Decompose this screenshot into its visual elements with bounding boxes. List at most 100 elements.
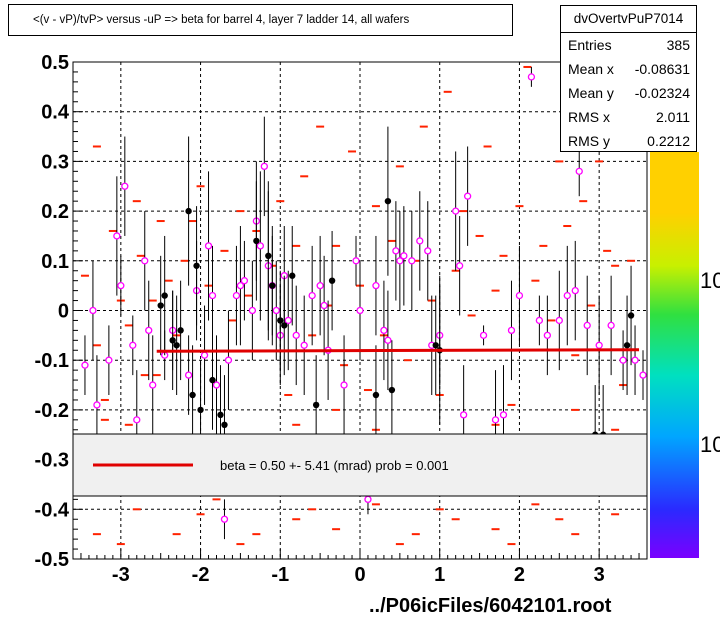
scatter-cell <box>292 423 301 426</box>
scatter-cell <box>156 220 165 223</box>
profile-marker <box>184 371 193 379</box>
profile-marker <box>145 326 153 335</box>
scatter-cell <box>603 249 612 252</box>
profile-marker <box>384 336 392 344</box>
profile-marker <box>392 247 400 255</box>
profile-marker-filled <box>627 312 635 319</box>
scatter-cell <box>180 259 189 262</box>
scatter-cell <box>419 125 428 128</box>
scatter-cell <box>92 344 101 347</box>
profile-marker-filled <box>289 272 296 279</box>
profile-marker <box>356 306 364 315</box>
profile-marker <box>571 286 579 295</box>
profile-marker <box>284 316 292 325</box>
scatter-cell <box>499 254 508 257</box>
scatter-cell <box>308 508 317 511</box>
profile-marker <box>408 257 416 265</box>
profile-marker <box>200 351 209 359</box>
scatter-cell <box>92 145 101 148</box>
profile-marker <box>639 371 647 379</box>
profile-points <box>81 66 647 540</box>
scatter-cell <box>411 259 420 262</box>
y-tick-label: -0.3 <box>35 450 69 472</box>
profile-marker <box>292 331 300 340</box>
footer-file-path: ../P06icFiles/6042101.root <box>369 595 612 617</box>
scatter-cell <box>108 229 117 232</box>
profile-marker-filled <box>185 207 192 215</box>
scatter-cell <box>236 543 245 546</box>
scatter-cell <box>523 65 532 68</box>
stats-title: dvOvertvPuP7014 <box>561 6 696 33</box>
scatter-cell <box>276 200 285 203</box>
scatter-cell <box>571 408 580 411</box>
profile-marker-filled <box>269 282 276 289</box>
profile-marker-filled <box>432 342 439 349</box>
profile-marker <box>81 361 89 369</box>
profile-marker-filled <box>169 337 176 344</box>
scatter-cell <box>132 508 141 511</box>
scatter-cell <box>116 543 125 546</box>
scatter-cell <box>92 533 101 536</box>
profile-marker <box>527 73 536 81</box>
stats-label: Entries <box>568 37 612 53</box>
scatter-cell <box>148 299 157 302</box>
y-tick-label: 0.3 <box>41 151 69 173</box>
fit-line <box>156 348 640 353</box>
profile-marker-filled <box>372 391 380 399</box>
scatter-cell <box>395 543 404 546</box>
scatter-cell <box>563 225 572 228</box>
stats-row-mean-y: Mean y -0.02324 <box>561 81 696 105</box>
scatter-cell <box>196 185 205 188</box>
profile-marker <box>452 207 460 215</box>
stats-row-rms-y: RMS y 0.2212 <box>561 129 696 153</box>
palette-label-upper: 10 <box>700 268 720 293</box>
profile-marker <box>364 495 372 504</box>
y-tick-label: 0 <box>58 301 69 323</box>
scatter-cell <box>491 528 500 531</box>
y-tick-label: 0.5 <box>41 52 69 74</box>
scatter-cell <box>451 518 460 521</box>
scatter-cell <box>627 259 636 262</box>
profile-marker <box>575 167 583 175</box>
profile-marker <box>416 237 424 245</box>
profile-marker-filled <box>265 252 272 260</box>
scatter-cell <box>507 403 516 406</box>
profile-marker <box>352 257 360 265</box>
scatter-cell <box>244 294 253 297</box>
stats-value: -0.08631 <box>634 61 690 77</box>
scatter-cell <box>152 374 161 377</box>
profile-marker <box>260 162 268 171</box>
profile-marker <box>248 306 257 315</box>
profile-marker <box>236 281 245 290</box>
scatter-cell <box>332 408 341 411</box>
profile-marker <box>619 356 627 364</box>
y-tick-label: -0.2 <box>35 400 69 422</box>
profile-marker <box>316 281 324 290</box>
scatter-cell <box>571 354 580 357</box>
profile-marker <box>479 331 488 340</box>
scatter-cell <box>395 165 404 168</box>
y-tick-label: -0.5 <box>35 549 69 571</box>
x-tick-label: 1 <box>434 564 445 586</box>
scatter-cell <box>547 319 556 322</box>
profile-marker <box>93 401 101 409</box>
profile-marker-filled <box>221 421 228 429</box>
y-tick-label: 0.1 <box>41 251 69 273</box>
profile-marker <box>607 321 615 330</box>
scatter-cell <box>100 418 109 421</box>
scatter-cell <box>403 359 412 362</box>
profile-marker <box>320 301 328 310</box>
scatter-cell <box>300 175 309 178</box>
scatter-cell <box>292 244 301 247</box>
fit-legend: beta = 0.50 +- 5.41 (mrad) prob = 0.001 <box>72 433 648 497</box>
scatter-cell <box>188 220 197 223</box>
profile-marker <box>424 247 432 255</box>
scatter-cell <box>252 533 261 536</box>
profile-marker <box>583 321 591 330</box>
profile-marker <box>149 381 157 389</box>
profile-marker <box>212 381 221 389</box>
profile-marker <box>204 242 213 250</box>
profile-marker <box>463 192 472 200</box>
scatter-cell <box>124 324 133 327</box>
profile-marker-filled <box>388 386 396 394</box>
